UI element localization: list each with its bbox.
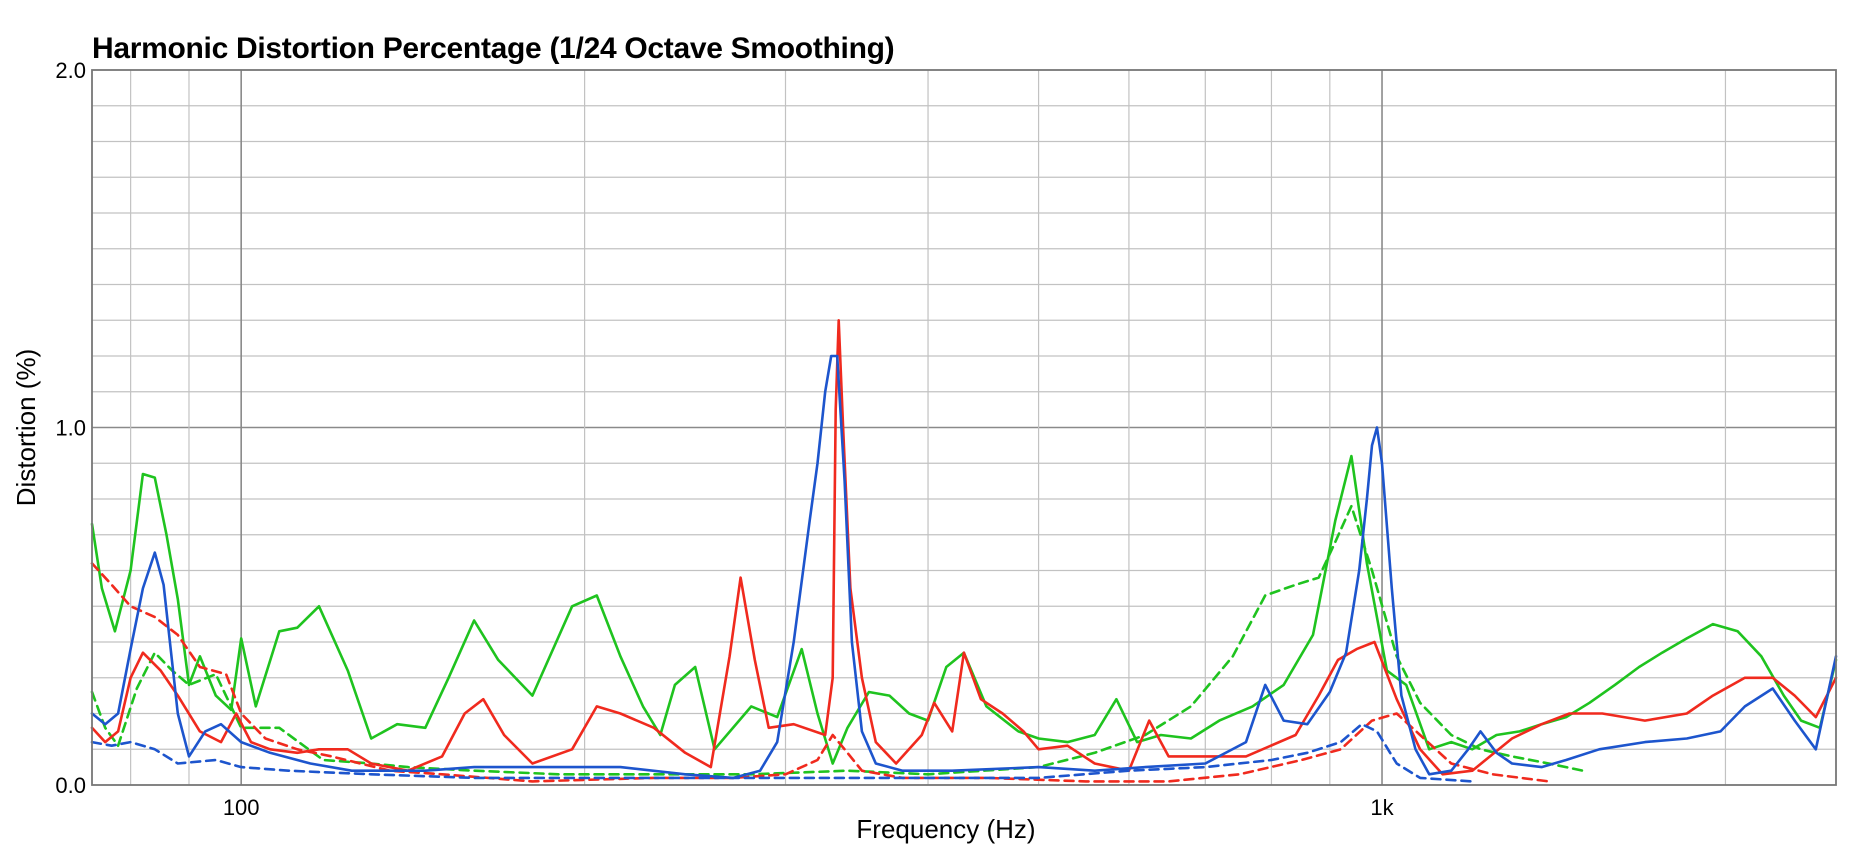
series-line-6 xyxy=(90,722,1474,783)
series-group xyxy=(90,319,1838,783)
y-tick-label: 2.0 xyxy=(55,58,86,83)
series-line-4 xyxy=(90,562,1550,783)
series-line-3 xyxy=(90,319,1838,776)
y-tick-label: 1.0 xyxy=(55,416,86,441)
grid xyxy=(92,70,1836,785)
plot-border xyxy=(91,69,1837,786)
tick-labels: 0.0 1.0 2.0 100 1k xyxy=(55,58,1394,820)
x-tick-label: 100 xyxy=(223,795,260,820)
x-tick-label: 1k xyxy=(1370,795,1394,820)
series-line-1 xyxy=(90,454,1838,765)
y-axis-label: Distortion (%) xyxy=(11,349,41,506)
chart-title: Harmonic Distortion Percentage (1/24 Oct… xyxy=(92,32,895,65)
x-axis-label: Frequency (Hz) xyxy=(856,814,1035,844)
series-line-5 xyxy=(90,354,1838,780)
y-tick-label: 0.0 xyxy=(55,773,86,798)
